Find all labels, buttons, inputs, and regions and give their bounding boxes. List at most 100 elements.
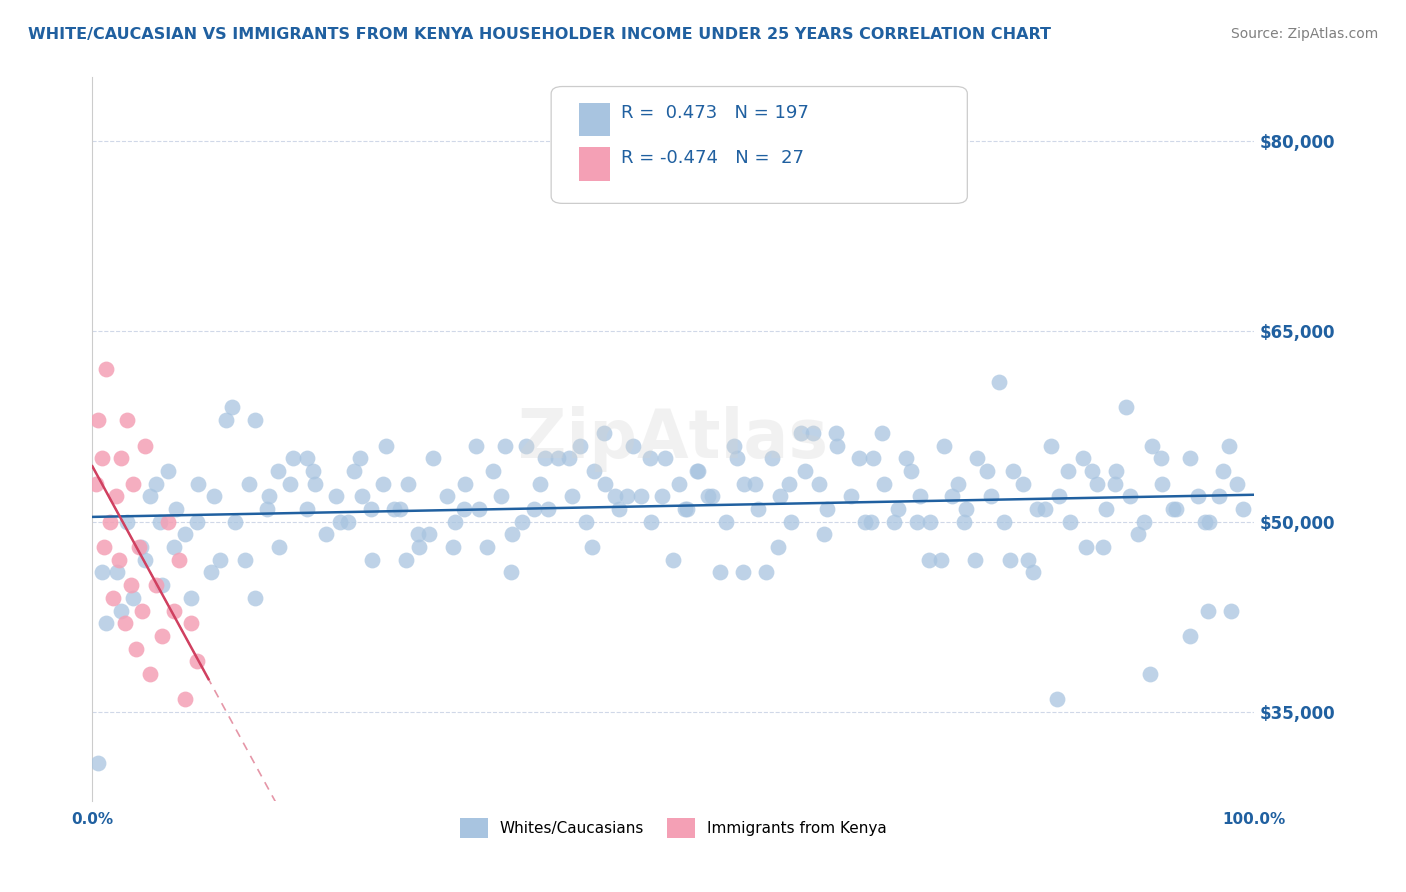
Point — [302, 464, 325, 478]
Point — [375, 438, 398, 452]
Point — [1180, 451, 1202, 466]
Point — [233, 553, 256, 567]
Point — [96, 362, 118, 376]
Point — [769, 489, 792, 503]
Point — [965, 553, 987, 567]
Point — [744, 476, 766, 491]
Point — [110, 451, 132, 466]
Point — [1092, 540, 1115, 554]
Point — [243, 413, 266, 427]
Point — [941, 489, 963, 503]
Point — [156, 464, 179, 478]
Point — [408, 540, 430, 554]
Point — [872, 425, 894, 440]
Point — [349, 451, 371, 466]
Point — [125, 641, 148, 656]
Point — [733, 476, 755, 491]
Point — [801, 425, 824, 440]
Point — [491, 489, 513, 503]
Point — [583, 464, 606, 478]
Point — [468, 502, 491, 516]
Point — [84, 476, 107, 491]
Point — [350, 489, 373, 503]
Point — [499, 566, 522, 580]
Point — [441, 540, 464, 554]
Point — [1115, 401, 1137, 415]
Point — [779, 515, 801, 529]
Point — [779, 476, 801, 491]
Point — [165, 502, 187, 516]
Point — [825, 425, 848, 440]
Point — [396, 476, 419, 491]
Point — [952, 515, 974, 529]
Point — [395, 553, 418, 567]
Point — [129, 540, 152, 554]
Point — [267, 464, 290, 478]
Point — [673, 502, 696, 516]
Point — [853, 515, 876, 529]
Point — [1140, 438, 1163, 452]
Point — [283, 451, 305, 466]
Point — [87, 413, 110, 427]
Point — [174, 527, 197, 541]
Point — [862, 451, 884, 466]
Point — [621, 438, 644, 452]
Point — [343, 464, 366, 478]
Point — [90, 451, 112, 466]
Point — [987, 375, 1010, 389]
Point — [389, 502, 412, 516]
Point — [436, 489, 458, 503]
Point — [336, 515, 359, 529]
Point — [1074, 540, 1097, 554]
Point — [685, 464, 707, 478]
Point — [731, 566, 754, 580]
Point — [725, 451, 748, 466]
Point — [654, 451, 676, 466]
Point — [122, 591, 145, 605]
Point — [1152, 476, 1174, 491]
Point — [557, 451, 579, 466]
Point — [807, 476, 830, 491]
Point — [243, 591, 266, 605]
Point — [894, 451, 917, 466]
Point — [920, 515, 942, 529]
Point — [453, 502, 475, 516]
Point — [238, 476, 260, 491]
Point — [1208, 489, 1230, 503]
Point — [872, 476, 894, 491]
Point — [269, 540, 291, 554]
Point — [561, 489, 583, 503]
Point — [104, 489, 127, 503]
Point — [839, 489, 862, 503]
Point — [1161, 502, 1184, 516]
Point — [1198, 515, 1220, 529]
Point — [406, 527, 429, 541]
Point — [304, 476, 326, 491]
Point — [454, 476, 477, 491]
Point — [593, 476, 616, 491]
Point — [215, 413, 238, 427]
Point — [1220, 603, 1243, 617]
Point — [139, 489, 162, 503]
Point — [993, 515, 1015, 529]
Point — [1039, 438, 1062, 452]
Point — [607, 502, 630, 516]
Point — [1000, 553, 1022, 567]
Point — [1026, 502, 1049, 516]
Point — [134, 553, 156, 567]
Point — [501, 527, 523, 541]
Point — [149, 515, 172, 529]
Point — [979, 489, 1001, 503]
Point — [134, 438, 156, 452]
Point — [278, 476, 301, 491]
Text: Source: ZipAtlas.com: Source: ZipAtlas.com — [1230, 27, 1378, 41]
Point — [815, 502, 838, 516]
Point — [209, 553, 232, 567]
Point — [1059, 515, 1081, 529]
Text: ZipAtlas: ZipAtlas — [519, 406, 828, 472]
Point — [87, 756, 110, 770]
Point — [315, 527, 337, 541]
Point — [371, 476, 394, 491]
Point — [1094, 502, 1116, 516]
Point — [93, 540, 115, 554]
